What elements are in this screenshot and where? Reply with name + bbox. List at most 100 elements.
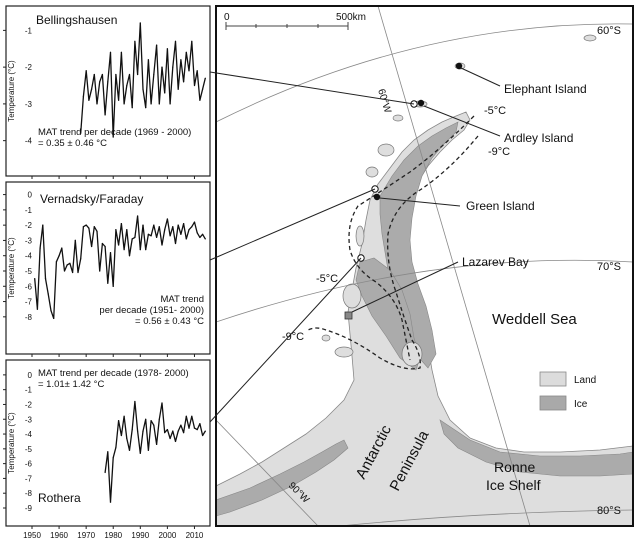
data-point — [158, 418, 160, 420]
data-point — [104, 114, 106, 116]
data-point — [180, 424, 182, 426]
data-point — [101, 242, 103, 245]
data-point — [199, 423, 201, 425]
temperature-series-line — [104, 400, 206, 503]
data-point — [193, 84, 196, 87]
plot-frame — [5, 359, 211, 527]
data-point — [137, 215, 139, 217]
data-point — [174, 440, 177, 442]
y-tick-label: -2 — [25, 221, 33, 230]
data-point — [126, 84, 128, 87]
data-point — [42, 224, 44, 226]
data-point — [142, 224, 144, 226]
data-point — [85, 70, 87, 72]
data-point — [172, 430, 174, 432]
data-point — [172, 66, 174, 68]
y-tick-label: -4 — [25, 252, 33, 261]
map-legend: Land Ice — [539, 371, 596, 411]
data-point — [204, 77, 206, 79]
station-title: Rothera — [38, 491, 81, 505]
data-point — [120, 223, 122, 225]
data-point — [188, 70, 190, 72]
data-point — [120, 434, 122, 437]
data-point — [85, 224, 87, 226]
y-tick-label: -2 — [25, 400, 33, 409]
data-point — [131, 238, 133, 240]
data-point — [145, 249, 147, 251]
data-point — [134, 400, 136, 403]
station-markers — [344, 62, 463, 320]
data-point — [128, 73, 131, 76]
data-point — [80, 258, 82, 260]
x-tick-label: 1970 — [77, 531, 95, 540]
y-tick-label: -9 — [25, 504, 33, 513]
lat-80s-label: 80°S — [597, 505, 621, 517]
y-tick-label: -6 — [25, 460, 33, 469]
data-point — [204, 430, 206, 432]
y-tick-label: -3 — [25, 236, 33, 245]
data-point — [82, 226, 84, 228]
data-point — [166, 218, 168, 220]
trend-text-line: = 0.56 ± 0.43 °C — [135, 316, 204, 327]
y-tick-label: -4 — [25, 137, 33, 146]
data-point — [196, 429, 198, 431]
data-point — [55, 261, 58, 263]
data-point — [50, 310, 52, 312]
temperature-series-line — [34, 215, 206, 320]
data-point — [96, 230, 98, 232]
y-axis-label: Temperature (°C) — [7, 412, 16, 474]
y-tick-label: -6 — [25, 282, 33, 291]
data-point — [150, 103, 152, 105]
trend-text-line: per decade (1951- 2000) — [99, 305, 204, 316]
data-point — [101, 73, 103, 76]
chart-rothera: 1950 1960 1970 1980 1990 2000 2010 0 -1 -2 -3 -4 -5 -… — [3, 359, 211, 540]
y-tick-label: -5 — [25, 445, 33, 454]
data-point — [161, 66, 163, 68]
data-point — [145, 418, 147, 420]
station-title: Vernadsky/Faraday — [40, 192, 143, 206]
lazarev-bay-marker — [344, 311, 353, 320]
data-point — [150, 235, 152, 237]
data-point — [177, 430, 179, 432]
y-tick-label: -7 — [25, 474, 33, 483]
data-point — [204, 238, 206, 240]
data-point — [126, 437, 128, 440]
data-point — [36, 308, 39, 310]
isotherm-label-south-9: -9°C — [282, 331, 304, 343]
trend-text-line: MAT trend per decade (1969 - 2000) — [38, 127, 191, 138]
legend-land-swatch — [539, 371, 567, 387]
data-point — [118, 99, 120, 101]
data-point — [156, 44, 158, 46]
lat-60s-label: 60°S — [597, 25, 621, 37]
y-tick-label: -4 — [25, 430, 33, 439]
data-point — [145, 107, 147, 109]
weddell-sea-label: Weddell Sea — [492, 311, 577, 328]
data-point — [156, 236, 158, 238]
graticule — [216, 6, 633, 526]
data-point — [158, 103, 160, 105]
data-point — [164, 229, 166, 231]
data-point — [199, 99, 201, 101]
data-point — [66, 264, 68, 266]
data-point — [137, 430, 139, 432]
data-point — [147, 59, 149, 61]
y-tick-label: -7 — [25, 298, 33, 307]
chart-bellingshausen: 1950196019701980199020002010-1-2-3-4Temp… — [3, 5, 211, 190]
y-axis-label: Temperature (°C) — [7, 237, 16, 299]
trend-text-line: MAT trend — [161, 294, 204, 305]
data-point — [88, 227, 90, 229]
data-point — [107, 81, 109, 83]
y-tick-label: 0 — [28, 371, 33, 380]
data-point — [99, 81, 101, 83]
data-point — [158, 226, 160, 228]
green-island-marker — [373, 193, 381, 201]
isotherm-label-north-5: -5°C — [484, 105, 506, 117]
data-point — [118, 244, 120, 246]
data-point — [161, 244, 163, 246]
x-tick-label: 1960 — [50, 531, 68, 540]
data-point — [169, 235, 171, 237]
data-point — [77, 271, 79, 274]
data-point — [112, 136, 114, 138]
ice-coast — [216, 439, 349, 517]
